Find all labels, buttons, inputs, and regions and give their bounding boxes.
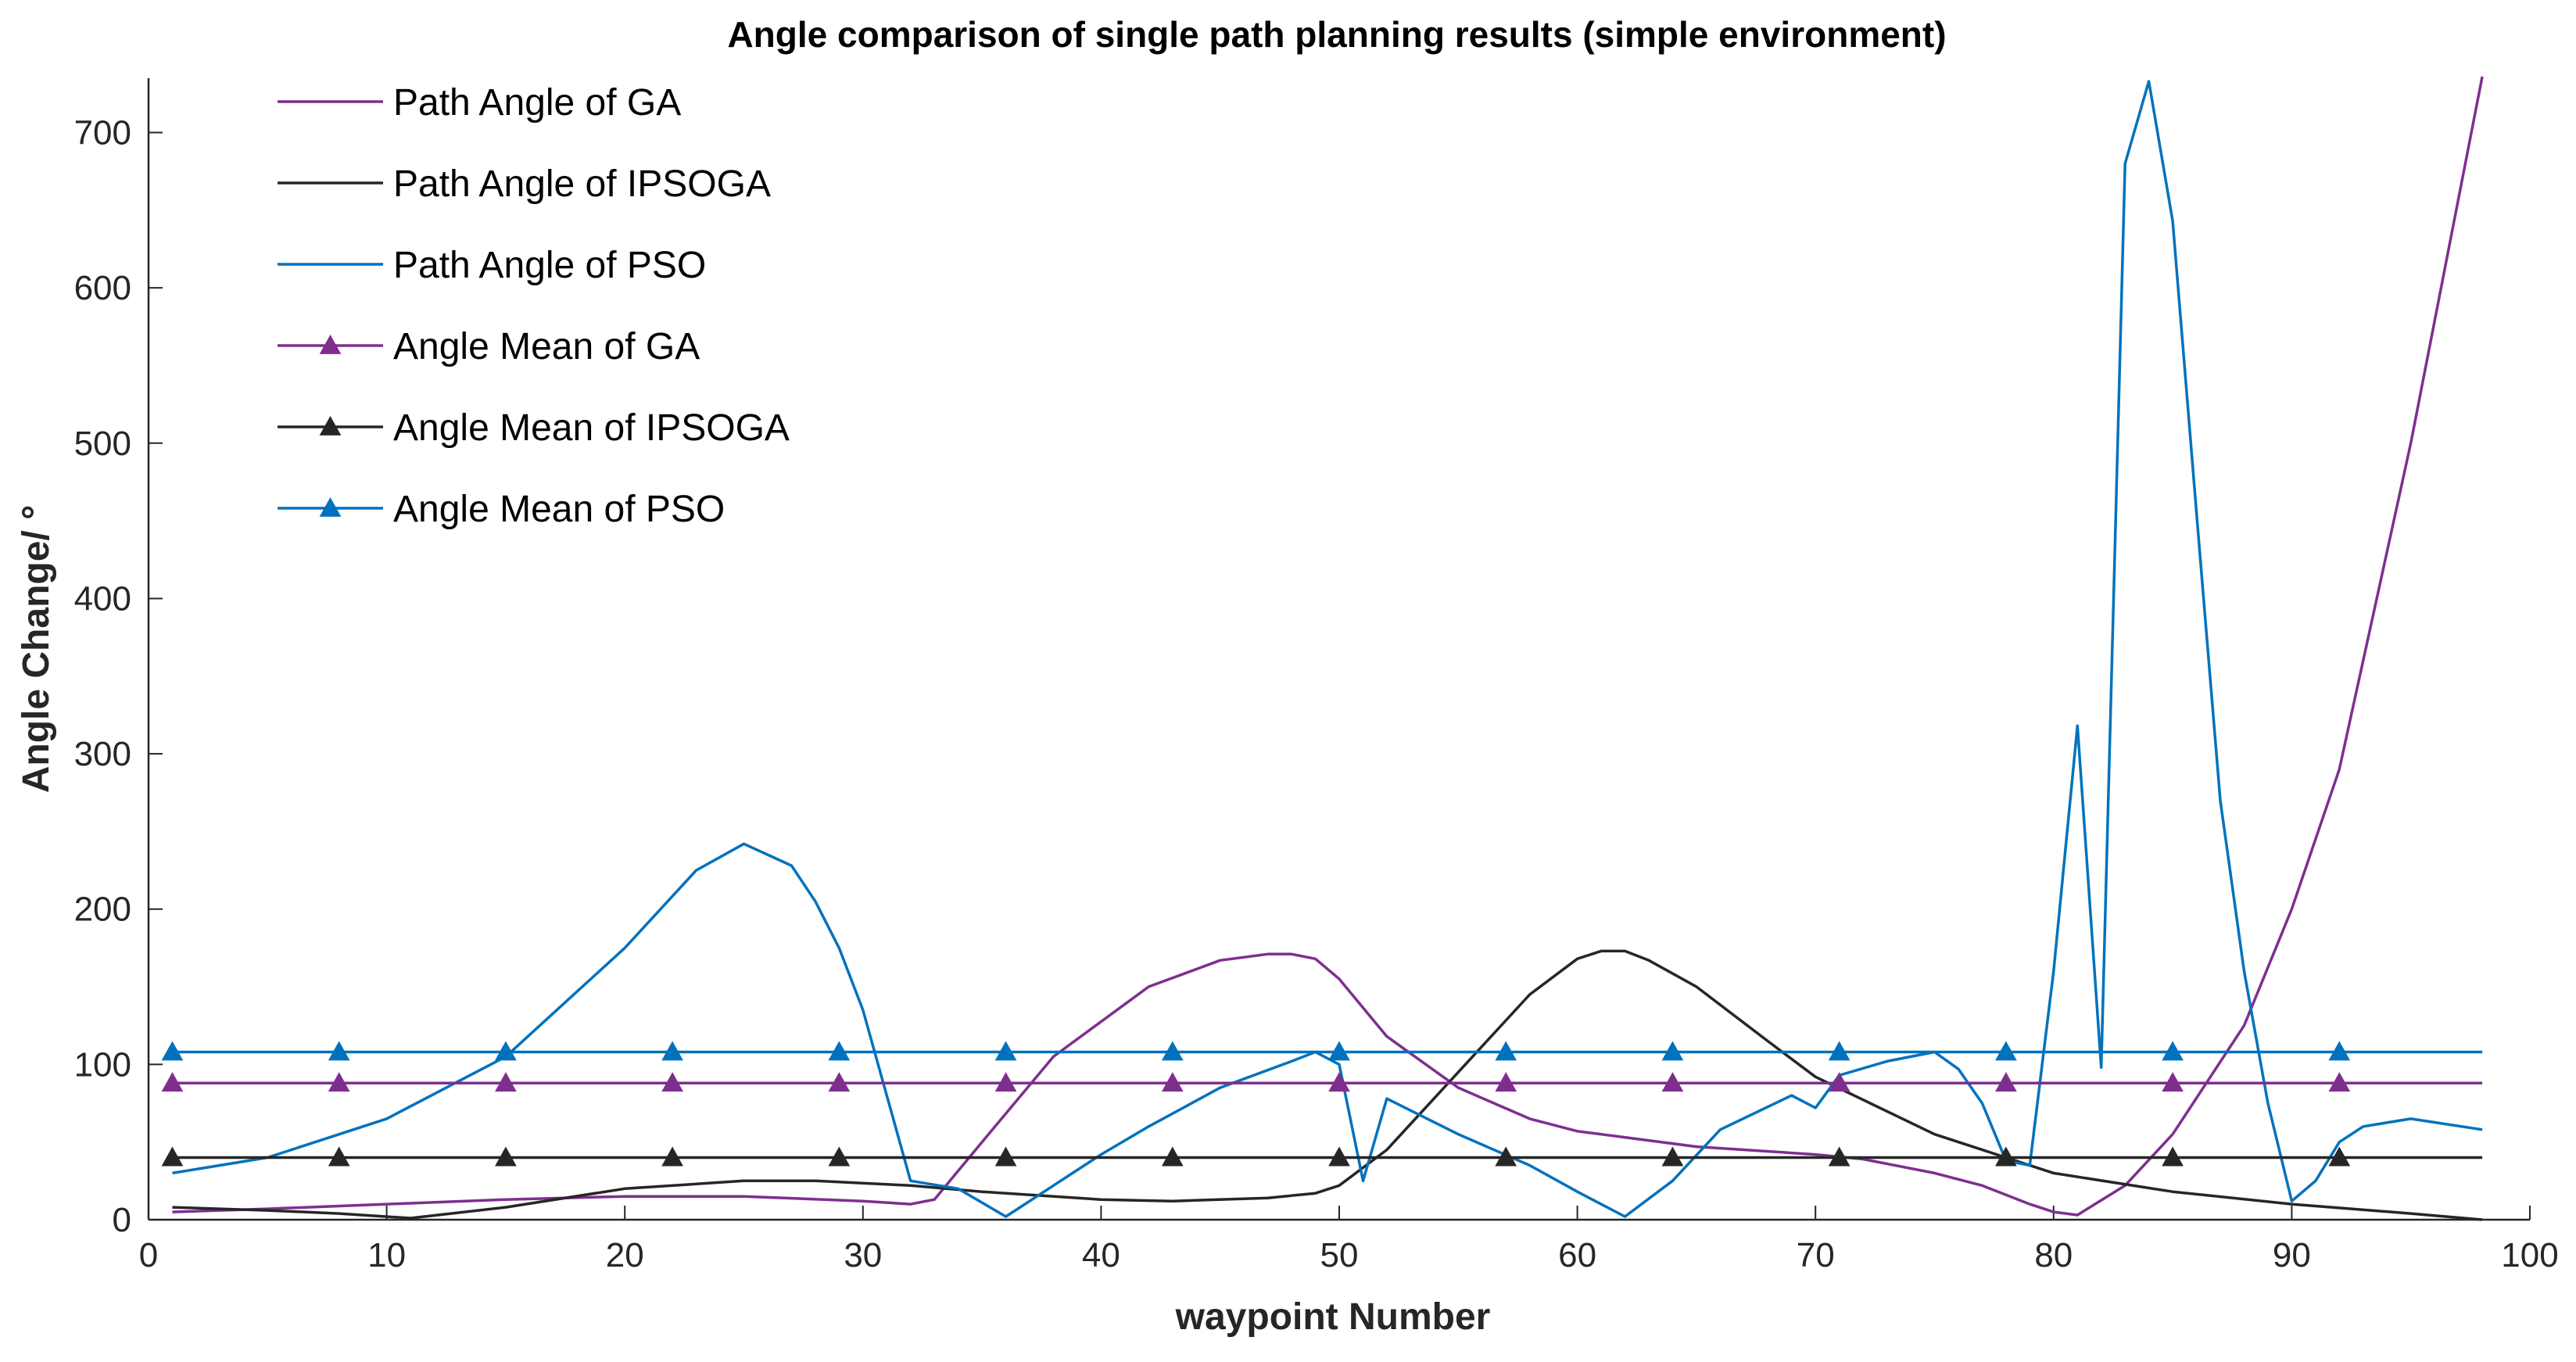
data-point-marker bbox=[1495, 1146, 1517, 1167]
data-point-marker bbox=[1328, 1072, 1350, 1092]
y-tick-label: 700 bbox=[74, 114, 131, 152]
data-point-marker bbox=[994, 1146, 1017, 1167]
data-point-marker bbox=[661, 1146, 683, 1167]
data-point-marker bbox=[661, 1072, 683, 1092]
series-2 bbox=[172, 949, 2483, 1221]
x-tick-label: 20 bbox=[606, 1236, 644, 1274]
data-point-marker bbox=[2328, 1041, 2351, 1061]
data-point-marker bbox=[1661, 1146, 1684, 1167]
y-tick-label: 0 bbox=[113, 1201, 131, 1239]
data-point-marker bbox=[328, 1072, 350, 1092]
data-point-marker bbox=[2328, 1146, 2351, 1167]
series-6 bbox=[161, 1041, 2483, 1061]
data-point-marker bbox=[1995, 1041, 2017, 1061]
legend-item-4: Angle Mean of GA bbox=[278, 326, 700, 367]
x-tick-label: 50 bbox=[1320, 1236, 1359, 1274]
series-line bbox=[172, 76, 2484, 1217]
data-point-marker bbox=[495, 1041, 517, 1061]
x-tick-label: 90 bbox=[2273, 1236, 2311, 1274]
legend-item-5: Angle Mean of IPSOGA bbox=[278, 407, 790, 449]
data-point-marker bbox=[1328, 1041, 1350, 1061]
data-point-marker bbox=[994, 1072, 1017, 1092]
x-tick-label: 40 bbox=[1082, 1236, 1120, 1274]
x-tick-label: 0 bbox=[139, 1236, 158, 1274]
data-point-marker bbox=[1995, 1146, 2017, 1167]
x-tick-label: 60 bbox=[1558, 1236, 1596, 1274]
y-tick-label: 500 bbox=[74, 425, 131, 463]
data-point-marker bbox=[1495, 1041, 1517, 1061]
legend-marker bbox=[319, 415, 342, 435]
legend-item-1: Path Angle of GA bbox=[278, 82, 681, 124]
series-3 bbox=[172, 80, 2483, 1218]
chart-title: Angle comparison of single path planning… bbox=[727, 14, 1946, 55]
legend-marker bbox=[319, 334, 342, 354]
data-point-marker bbox=[1995, 1072, 2017, 1092]
axes: 0 10 20 30 40 50 60 70 80 90 100 0 100 200 300 400 500 60… bbox=[74, 78, 2559, 1274]
y-tick-label: 100 bbox=[74, 1045, 131, 1084]
data-point-marker bbox=[161, 1041, 184, 1061]
x-tick-label: 10 bbox=[367, 1236, 406, 1274]
legend-item-2: Path Angle of IPSOGA bbox=[278, 163, 771, 205]
x-axis-title: waypoint Number bbox=[1175, 1296, 1491, 1338]
y-axis-title: Angle Change/ ° bbox=[16, 505, 57, 794]
data-point-marker bbox=[1161, 1072, 1184, 1092]
x-tick-label: 70 bbox=[1797, 1236, 1835, 1274]
data-point-marker bbox=[1828, 1146, 1850, 1167]
legend-item-6: Angle Mean of PSO bbox=[278, 489, 725, 530]
legend-item-3: Path Angle of PSO bbox=[278, 245, 706, 286]
data-point-marker bbox=[1828, 1072, 1850, 1092]
data-point-marker bbox=[828, 1146, 851, 1167]
y-tick-label: 200 bbox=[74, 891, 131, 929]
legend-label: Path Angle of GA bbox=[393, 82, 681, 124]
x-tick-label: 30 bbox=[844, 1236, 882, 1274]
y-tick-label: 600 bbox=[74, 269, 131, 307]
x-tick-label: 80 bbox=[2034, 1236, 2073, 1274]
data-point-marker bbox=[2162, 1041, 2184, 1061]
x-tick-label: 100 bbox=[2501, 1236, 2558, 1274]
series-line bbox=[172, 949, 2483, 1221]
data-point-marker bbox=[1328, 1146, 1350, 1167]
y-tick-label: 300 bbox=[74, 735, 131, 773]
data-point-marker bbox=[161, 1146, 184, 1167]
data-point-marker bbox=[1828, 1041, 1850, 1061]
data-point-marker bbox=[495, 1146, 517, 1167]
series-4 bbox=[161, 1072, 2483, 1092]
legend-label: Angle Mean of GA bbox=[393, 326, 700, 367]
data-point-marker bbox=[2328, 1072, 2351, 1092]
series-1 bbox=[172, 76, 2484, 1217]
series-5 bbox=[161, 1146, 2483, 1167]
data-point-marker bbox=[1161, 1146, 1184, 1167]
legend-label: Angle Mean of IPSOGA bbox=[393, 407, 790, 449]
data-point-marker bbox=[828, 1041, 851, 1061]
data-point-marker bbox=[328, 1041, 350, 1061]
data-point-marker bbox=[161, 1072, 184, 1092]
data-point-marker bbox=[1661, 1072, 1684, 1092]
y-tick-label: 400 bbox=[74, 579, 131, 618]
data-point-marker bbox=[2162, 1072, 2184, 1092]
data-point-marker bbox=[495, 1072, 517, 1092]
series-line bbox=[172, 80, 2483, 1218]
data-point-marker bbox=[661, 1041, 683, 1061]
legend-label: Path Angle of IPSOGA bbox=[393, 163, 771, 205]
data-point-marker bbox=[1495, 1072, 1517, 1092]
data-point-marker bbox=[1661, 1041, 1684, 1061]
legend-marker bbox=[319, 496, 342, 517]
data-point-marker bbox=[1161, 1041, 1184, 1061]
data-point-marker bbox=[2162, 1146, 2184, 1167]
data-point-marker bbox=[994, 1041, 1017, 1061]
series-group bbox=[161, 76, 2484, 1221]
data-point-marker bbox=[828, 1072, 851, 1092]
data-point-marker bbox=[328, 1146, 350, 1167]
legend-label: Path Angle of PSO bbox=[393, 245, 706, 286]
legend: Path Angle of GA Path Angle of IPSOGA Path… bbox=[278, 82, 790, 530]
legend-label: Angle Mean of PSO bbox=[393, 489, 725, 530]
